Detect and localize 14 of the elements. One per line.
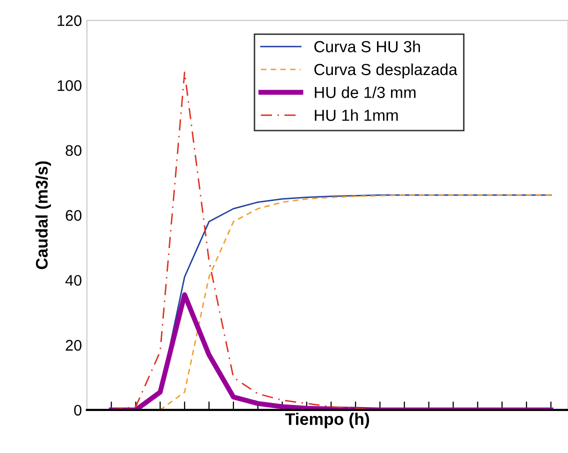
y-tick-label: 0 <box>74 404 82 416</box>
y-tick-label: 20 <box>66 340 82 351</box>
y-tick-label: 60 <box>66 210 82 221</box>
x-axis-title: Tiempo (h) <box>285 412 370 428</box>
legend-label: HU de 1/3 mm <box>314 86 416 98</box>
y-tick-label: 120 <box>58 15 82 26</box>
legend-label: Curva S HU 3h <box>314 40 420 52</box>
legend-label: HU 1h 1mm <box>314 109 398 121</box>
y-tick-label: 40 <box>65 274 82 286</box>
y-axis-title: Caudal (m3/s) <box>35 161 51 270</box>
y-tick-label: 100 <box>58 80 82 91</box>
legend-label: Curva S desplazada <box>314 63 458 78</box>
line-series <box>108 292 554 410</box>
y-tick-label: 80 <box>66 145 82 156</box>
